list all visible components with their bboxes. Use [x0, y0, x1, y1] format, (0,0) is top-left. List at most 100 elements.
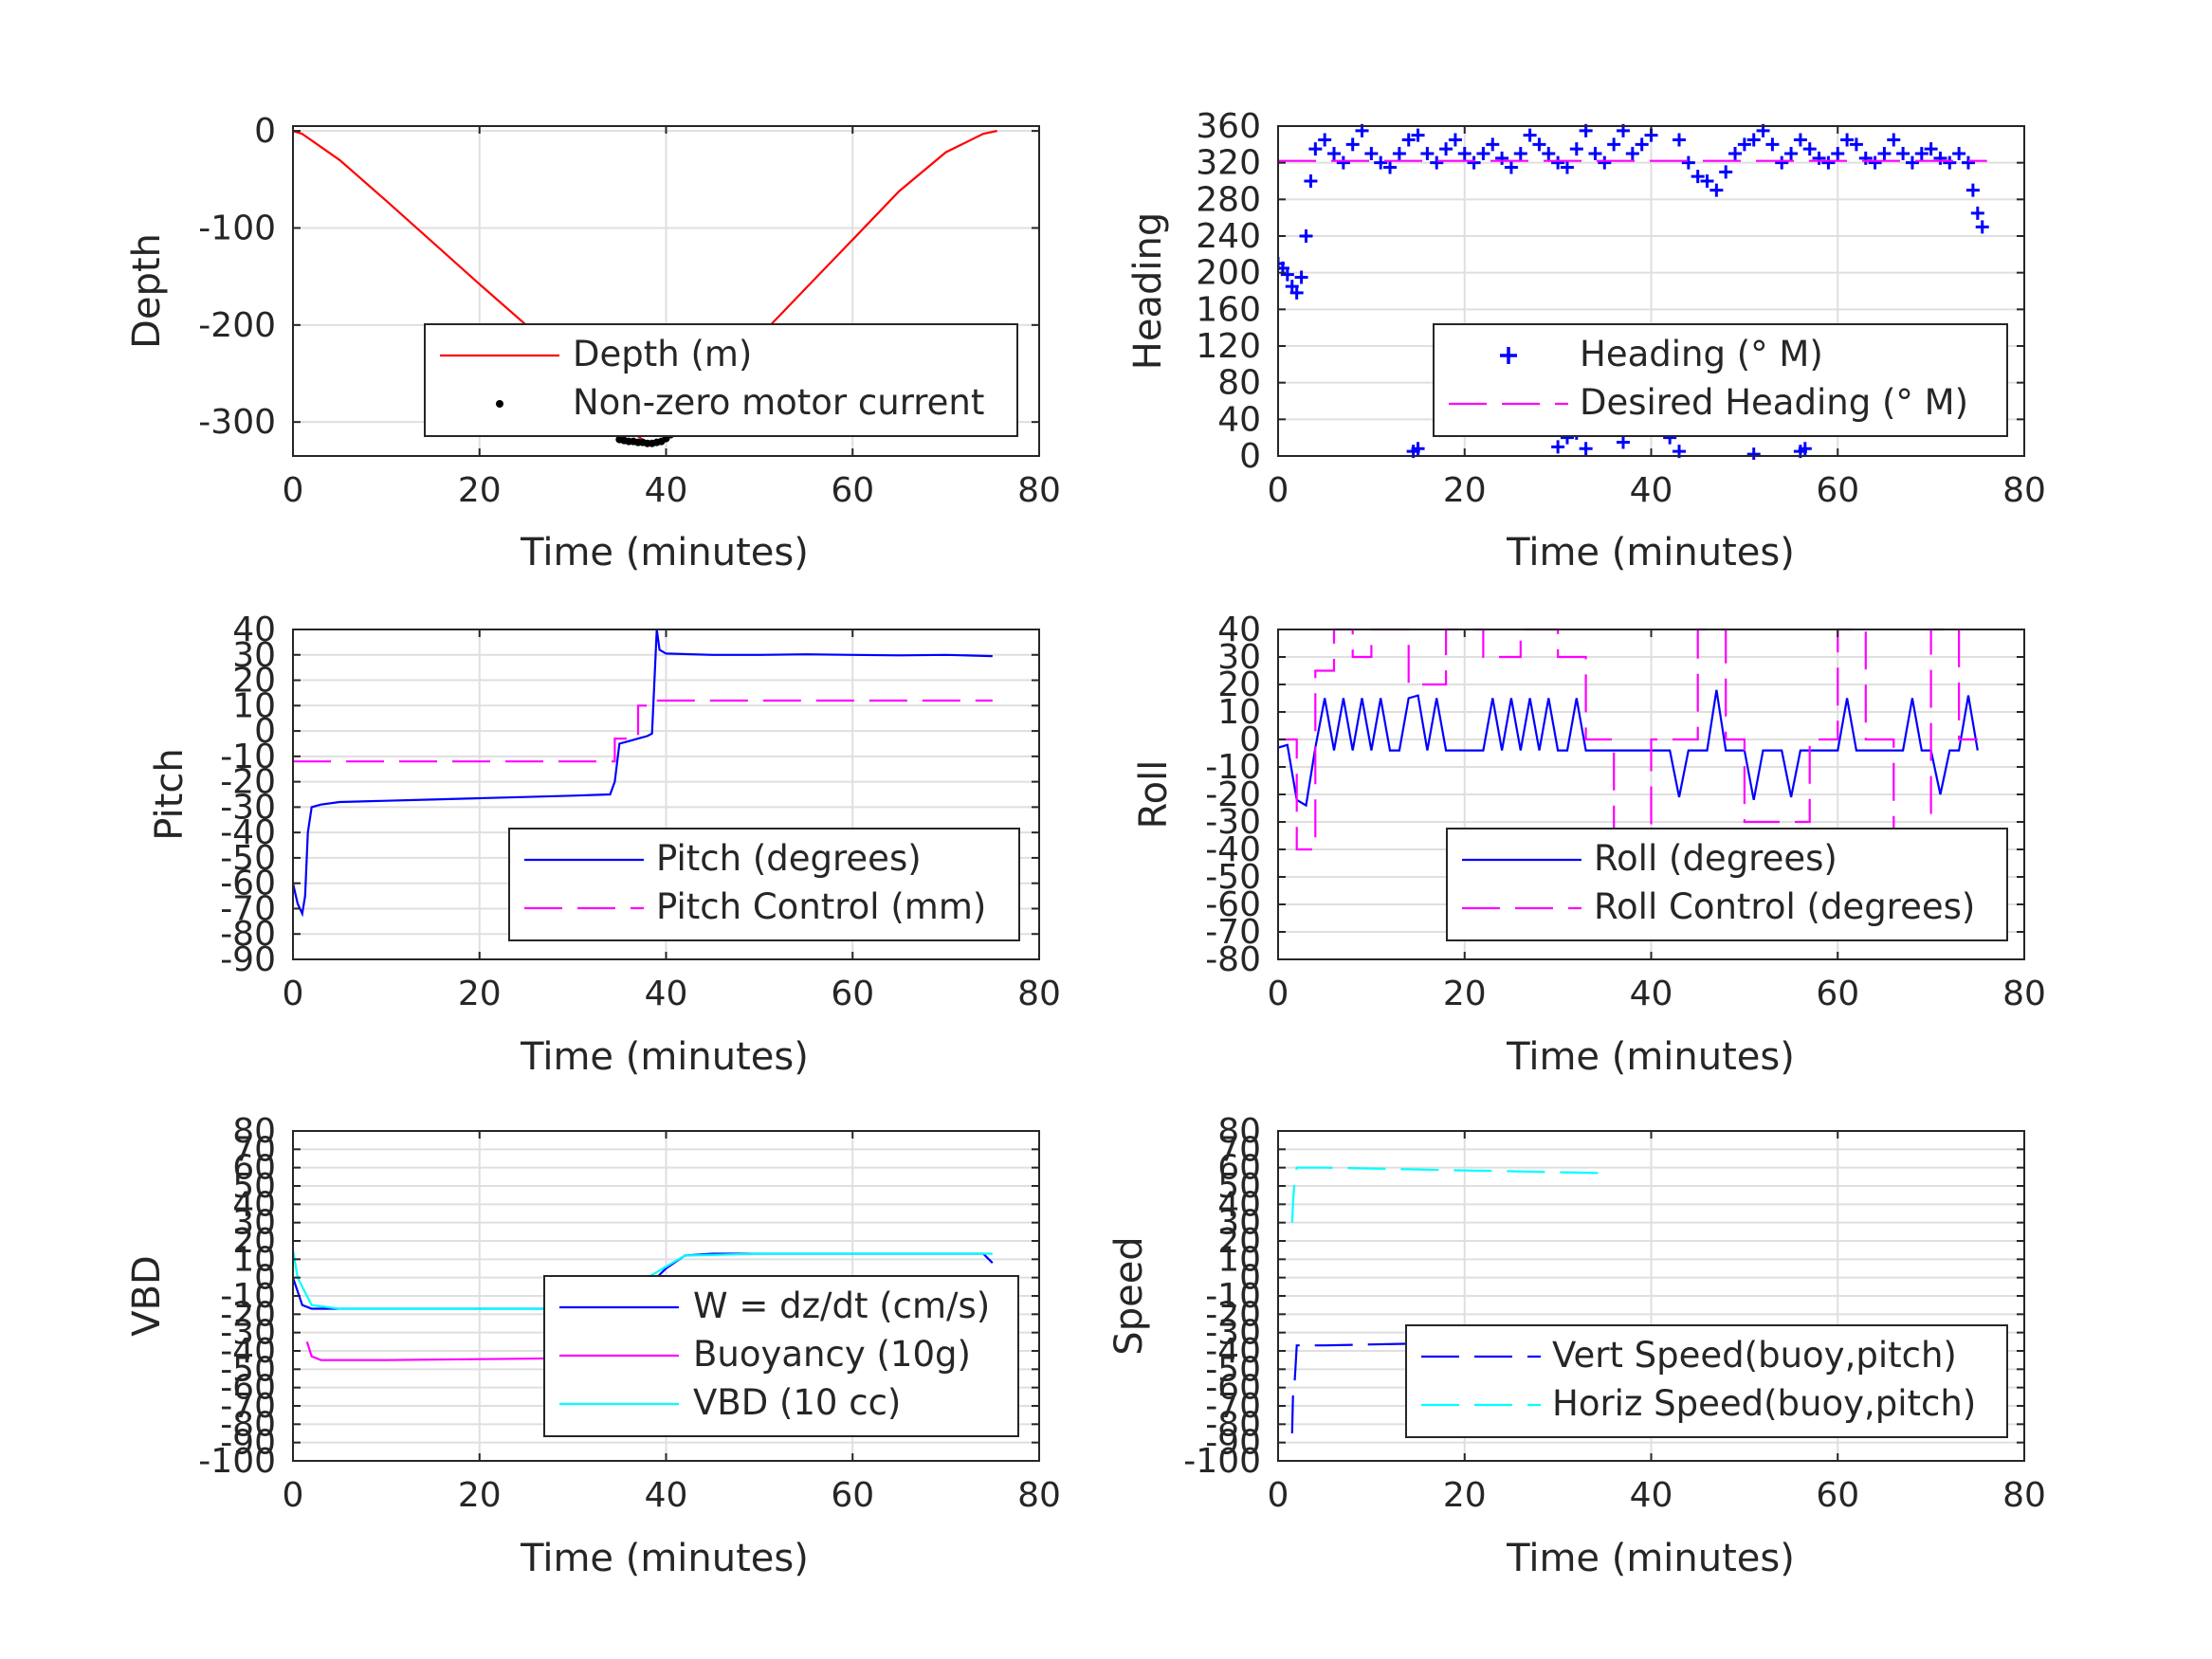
speed-ytick-label: 40	[1217, 1185, 1261, 1224]
heading-series-0-point	[1970, 206, 1984, 220]
pitch-ytick-label: -30	[220, 788, 276, 827]
speed-ytick-label: 20	[1217, 1222, 1261, 1261]
vbd-xtick-label: 0	[283, 1476, 304, 1515]
vbd-legend-label-1: W = dz/dt (cm/s)	[693, 1285, 990, 1326]
heading-legend-label-2: Desired Heading (° M)	[1580, 382, 1968, 423]
heading-ytick-label: 320	[1196, 144, 1261, 183]
heading-series-0-point	[1294, 270, 1308, 284]
speed-ytick-label: -60	[1205, 1369, 1261, 1408]
pitch-xtick-label: 0	[283, 975, 304, 1013]
pitch-xlabel: Time (minutes)	[520, 1035, 809, 1079]
pitch-ytick-label: -80	[220, 915, 276, 954]
heading-ytick-label: 280	[1196, 180, 1261, 219]
vbd-ytick-label: 0	[254, 1259, 276, 1298]
speed-ytick-label: 30	[1217, 1204, 1261, 1243]
roll-ytick-label: 0	[1239, 720, 1261, 759]
pitch-series-1-line	[293, 699, 993, 763]
vbd-ytick-label: -50	[220, 1350, 276, 1389]
heading-series-0-point	[1673, 133, 1687, 147]
roll-xtick-label: 20	[1443, 975, 1487, 1013]
heading-series-0-point	[1802, 142, 1817, 156]
heading-series-0-point	[1401, 133, 1416, 147]
heading-series-0-point	[1896, 147, 1910, 160]
speed-xtick-label: 0	[1268, 1476, 1289, 1515]
roll-ytick-label: -50	[1205, 858, 1261, 897]
heading-series-0-point	[1635, 137, 1649, 152]
heading-series-0-point	[1700, 174, 1714, 188]
vbd-ytick-label: -100	[198, 1442, 276, 1481]
heading-legend-swatch-1	[1500, 347, 1517, 364]
pitch-legend-label-1: Pitch (degrees)	[656, 838, 922, 879]
pitch-xtick-label: 20	[458, 975, 502, 1013]
heading-series-0-point	[1746, 133, 1761, 147]
heading-series-0-point	[1965, 183, 1980, 197]
vbd-ytick-label: 20	[232, 1222, 276, 1261]
speed-ytick-label: -80	[1205, 1405, 1261, 1444]
heading-series-0-point	[1345, 137, 1360, 152]
heading-series-0-point	[1775, 155, 1789, 170]
heading-series-0-point	[1877, 147, 1892, 160]
heading-series-0-point	[1746, 447, 1761, 460]
heading-series-0-point	[1411, 128, 1425, 142]
vbd-ytick-label: -20	[220, 1295, 276, 1334]
heading-ytick-label: 120	[1196, 327, 1261, 366]
speed-panel: 0 20 40 60 8080706050403020100-10-20-30-40-5…	[1107, 1112, 2046, 1580]
pitch-ytick-label: 10	[232, 686, 276, 725]
heading-series-0-point	[1486, 137, 1500, 152]
roll-ytick-label: -30	[1205, 803, 1261, 842]
heading-series-0-point	[1308, 142, 1323, 156]
vbd-ytick-label: 70	[232, 1130, 276, 1169]
heading-series-0-point	[1607, 137, 1621, 152]
speed-series-0-line	[1290, 1340, 1605, 1434]
roll-ytick-label: 40	[1217, 611, 1261, 649]
speed-ytick-label: -100	[1183, 1442, 1261, 1481]
pitch-xtick-label: 60	[831, 975, 874, 1013]
pitch-ytick-label: -90	[220, 940, 276, 979]
heading-series-0-point	[1625, 147, 1639, 160]
roll-xtick-label: 60	[1816, 975, 1859, 1013]
vbd-ytick-label: -80	[220, 1405, 276, 1444]
vbd-ytick-label: 30	[232, 1204, 276, 1243]
heading-ylabel: Heading	[1126, 212, 1170, 370]
heading-series-0-point	[1467, 155, 1481, 170]
heading-series-0-point	[1448, 133, 1462, 147]
heading-series-0-point	[1383, 160, 1398, 174]
vbd-ytick-label: -10	[220, 1277, 276, 1316]
heading-legend	[1433, 323, 2008, 437]
pitch-xtick-label: 80	[1017, 975, 1061, 1013]
heading-series-0-point	[1588, 147, 1602, 160]
pitch-ytick-label: 30	[232, 636, 276, 675]
vbd-ytick-label: 10	[232, 1240, 276, 1279]
vbd-xtick-label: 20	[458, 1476, 502, 1515]
heading-series-0-point	[1280, 267, 1294, 282]
heading-series-0-point	[1304, 174, 1318, 188]
roll-ytick-label: 20	[1217, 665, 1261, 704]
speed-ytick-label: -70	[1205, 1387, 1261, 1426]
speed-ytick-label: 50	[1217, 1167, 1261, 1206]
heading-series-0-point	[1364, 147, 1379, 160]
vbd-legend-label-3: VBD (10 cc)	[693, 1382, 901, 1423]
heading-series-0-point	[1691, 170, 1705, 184]
heading-series-0-point	[1737, 137, 1751, 152]
depth-panel: 0 20 40 60 80 0 -100 -200 -300 Depth Time (minut…	[125, 112, 1061, 574]
heading-series-0-point	[1719, 165, 1733, 179]
depth-ytick-label: 0	[254, 112, 276, 151]
heading-series-0-point	[1943, 155, 1957, 170]
heading-series-0-point	[1318, 133, 1332, 147]
heading-xtick-label: 0	[1268, 471, 1289, 510]
heading-series-0-point	[1868, 155, 1882, 170]
heading-series-0-point	[1728, 147, 1743, 160]
vbd-ytick-label: 60	[232, 1149, 276, 1188]
heading-series-0-point	[1849, 137, 1863, 152]
pitch-legend	[508, 828, 1020, 941]
heading-series-0-point	[1765, 137, 1780, 152]
speed-ytick-label: -50	[1205, 1350, 1261, 1389]
pitch-legend-label-2: Pitch Control (mm)	[656, 886, 986, 927]
heading-series-0-point	[1289, 285, 1304, 300]
depth-ytick-label: -300	[198, 403, 276, 442]
heading-series-0-point	[1793, 133, 1807, 147]
vbd-ytick-label: 50	[232, 1167, 276, 1206]
pitch-series-0-line	[293, 629, 993, 918]
heading-series-0-point	[1551, 440, 1565, 454]
